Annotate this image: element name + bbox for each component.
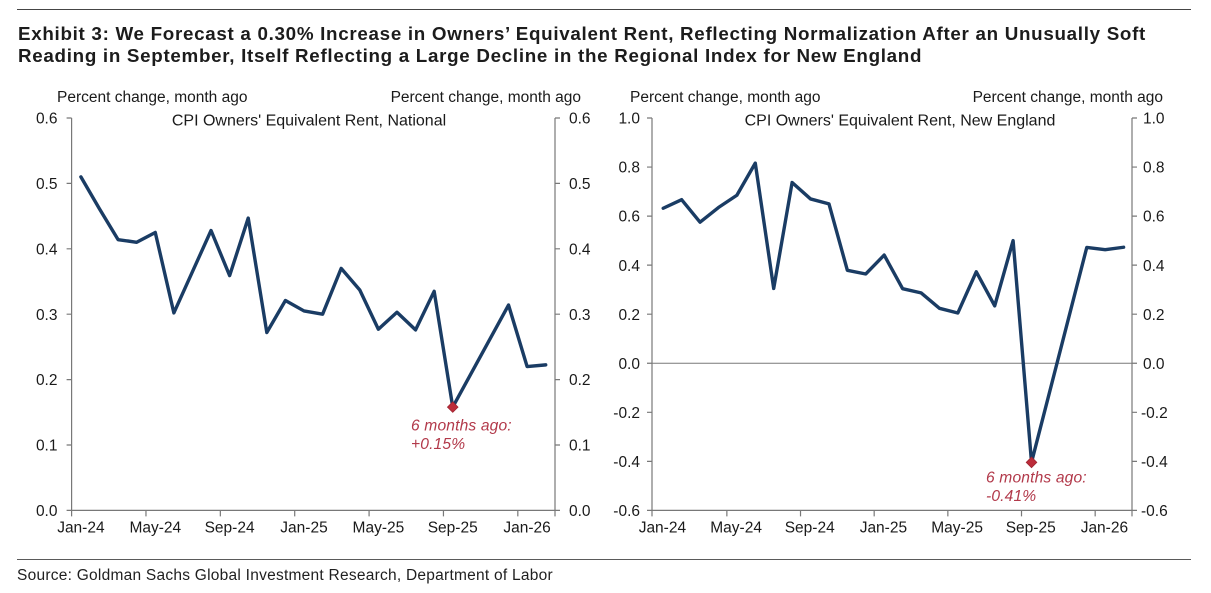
svg-text:-0.41%: -0.41% — [986, 488, 1036, 505]
svg-text:-0.4: -0.4 — [1141, 454, 1168, 471]
svg-text:0.4: 0.4 — [569, 241, 591, 258]
svg-text:0.6: 0.6 — [569, 111, 591, 128]
svg-text:May-25: May-25 — [931, 520, 983, 537]
svg-text:Jan-25: Jan-25 — [280, 520, 327, 537]
svg-text:0.8: 0.8 — [1143, 160, 1165, 177]
svg-text:Percent change, month ago: Percent change, month ago — [391, 89, 581, 106]
svg-text:May-24: May-24 — [129, 520, 181, 537]
svg-text:May-24: May-24 — [710, 520, 762, 537]
svg-text:0.1: 0.1 — [36, 438, 58, 455]
svg-text:-0.6: -0.6 — [1141, 503, 1168, 520]
svg-text:0.4: 0.4 — [36, 241, 58, 258]
svg-text:0.0: 0.0 — [36, 503, 58, 520]
svg-text:Jan-24: Jan-24 — [57, 520, 105, 537]
svg-text:Sep-24: Sep-24 — [205, 520, 255, 537]
svg-text:-0.2: -0.2 — [1141, 405, 1168, 422]
svg-text:Sep-25: Sep-25 — [1006, 520, 1056, 537]
svg-text:0.6: 0.6 — [36, 111, 58, 128]
svg-text:Jan-26: Jan-26 — [1081, 520, 1128, 537]
svg-text:0.2: 0.2 — [569, 372, 591, 389]
svg-text:0.6: 0.6 — [1143, 209, 1165, 226]
svg-text:0.3: 0.3 — [569, 307, 591, 324]
svg-text:Percent change, month ago: Percent change, month ago — [57, 89, 247, 106]
svg-text:-0.4: -0.4 — [613, 454, 640, 471]
svg-text:Percent change, month ago: Percent change, month ago — [973, 89, 1163, 106]
svg-text:0.0: 0.0 — [569, 503, 591, 520]
svg-text:0.5: 0.5 — [569, 176, 591, 193]
svg-text:0.1: 0.1 — [569, 438, 591, 455]
svg-text:0.2: 0.2 — [618, 307, 640, 324]
svg-text:0.4: 0.4 — [1143, 258, 1165, 275]
svg-text:0.6: 0.6 — [618, 209, 640, 226]
svg-text:-0.2: -0.2 — [613, 405, 640, 422]
svg-text:0.5: 0.5 — [36, 176, 58, 193]
svg-text:CPI Owners' Equivalent Rent, N: CPI Owners' Equivalent Rent, National — [172, 113, 446, 130]
svg-text:May-25: May-25 — [353, 520, 405, 537]
svg-text:-0.6: -0.6 — [613, 503, 640, 520]
svg-text:Percent change, month ago: Percent change, month ago — [630, 89, 820, 106]
svg-text:Sep-25: Sep-25 — [428, 520, 478, 537]
svg-text:Sep-24: Sep-24 — [785, 520, 835, 537]
svg-text:6 months ago:: 6 months ago: — [411, 417, 512, 434]
svg-text:0.2: 0.2 — [36, 372, 58, 389]
svg-text:0.8: 0.8 — [618, 160, 640, 177]
svg-text:0.2: 0.2 — [1143, 307, 1165, 324]
svg-text:CPI Owners' Equivalent Rent, N: CPI Owners' Equivalent Rent, New England — [745, 113, 1056, 130]
svg-text:Jan-26: Jan-26 — [503, 520, 550, 537]
svg-text:6 months ago:: 6 months ago: — [986, 469, 1087, 486]
svg-text:0.0: 0.0 — [618, 356, 640, 373]
svg-text:0.3: 0.3 — [36, 307, 58, 324]
svg-text:Jan-25: Jan-25 — [860, 520, 907, 537]
svg-text:+0.15%: +0.15% — [411, 436, 465, 453]
svg-text:0.0: 0.0 — [1143, 356, 1165, 373]
svg-text:Jan-24: Jan-24 — [639, 520, 687, 537]
svg-text:1.0: 1.0 — [1143, 111, 1165, 128]
svg-text:0.4: 0.4 — [618, 258, 640, 275]
svg-text:1.0: 1.0 — [618, 111, 640, 128]
